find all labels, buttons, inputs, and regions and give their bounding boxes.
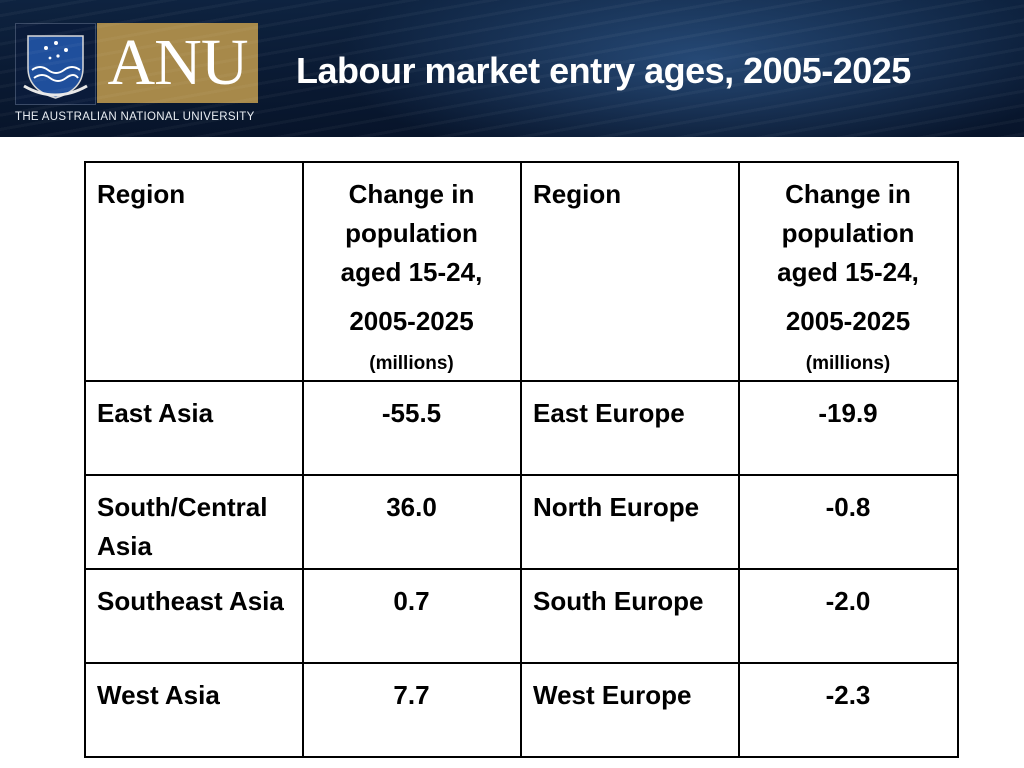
change-header-text: Change in population aged 15-24, (777, 179, 919, 287)
value-cell: 36.0 (302, 474, 522, 570)
table-row: South/Central Asia 36.0 North Europe -0.… (84, 474, 959, 570)
region-cell: West Asia (84, 662, 304, 758)
region-cell: West Europe (520, 662, 740, 758)
change-header-years: 2005-2025 (785, 306, 911, 336)
value-cell: 0.7 (302, 568, 522, 664)
region-cell: North Europe (520, 474, 740, 570)
slide-header: ANU THE AUSTRALIAN NATIONAL UNIVERSITY L… (0, 0, 1024, 137)
entry-ages-table: Region Change in population aged 15-24, … (84, 161, 959, 758)
anu-logo: ANU (97, 23, 258, 103)
change-header-right: Change in population aged 15-24, 2005-20… (738, 161, 959, 382)
table-row: West Asia 7.7 West Europe -2.3 (84, 662, 959, 758)
region-header-left: Region (84, 161, 304, 382)
table-header-row: Region Change in population aged 15-24, … (84, 161, 959, 382)
region-header-right: Region (520, 161, 740, 382)
university-crest-icon (15, 23, 96, 105)
table-row: East Asia -55.5 East Europe -19.9 (84, 380, 959, 476)
region-cell: Southeast Asia (84, 568, 304, 664)
region-cell: East Europe (520, 380, 740, 476)
value-cell: -55.5 (302, 380, 522, 476)
value-cell: -2.0 (738, 568, 959, 664)
region-cell: South Europe (520, 568, 740, 664)
value-cell: -19.9 (738, 380, 959, 476)
change-header-left: Change in population aged 15-24, 2005-20… (302, 161, 522, 382)
change-header-text: Change in population aged 15-24, (340, 179, 483, 287)
value-cell: -0.8 (738, 474, 959, 570)
region-cell: South/Central Asia (84, 474, 304, 570)
slide-title: Labour market entry ages, 2005-2025 (296, 50, 911, 91)
change-header-unit: (millions) (805, 353, 891, 374)
anu-logo-text: ANU (107, 26, 249, 99)
change-header-unit: (millions) (369, 353, 454, 374)
value-cell: -2.3 (738, 662, 959, 758)
region-cell: East Asia (84, 380, 304, 476)
table-row: Southeast Asia 0.7 South Europe -2.0 (84, 568, 959, 664)
change-header-years: 2005-2025 (349, 306, 474, 336)
university-name: THE AUSTRALIAN NATIONAL UNIVERSITY (15, 111, 255, 123)
value-cell: 7.7 (302, 662, 522, 758)
